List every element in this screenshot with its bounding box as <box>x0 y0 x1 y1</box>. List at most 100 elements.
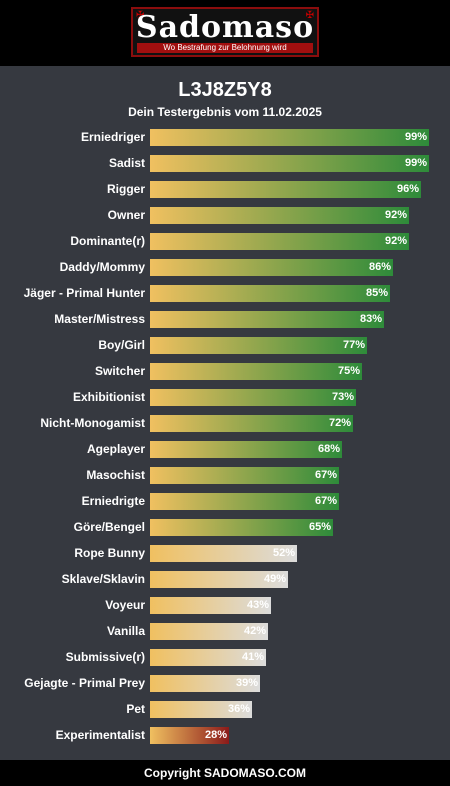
logo-title: Sadomaso <box>135 10 315 45</box>
result-percentage: 42% <box>243 625 266 637</box>
result-row: Owner 92% <box>0 207 450 224</box>
result-percentage: 96% <box>396 183 419 195</box>
result-percentage: 83% <box>359 313 382 325</box>
logo-tagline: Wo Bestrafung zur Belohnung wird <box>137 43 313 53</box>
result-bar: 99% <box>150 155 429 172</box>
result-label: Switcher <box>94 364 145 378</box>
result-label: Experimentalist <box>55 728 145 742</box>
result-bar: 85% <box>150 285 390 302</box>
result-percentage: 99% <box>404 131 427 143</box>
result-percentage: 49% <box>263 573 286 585</box>
result-label: Master/Mistress <box>54 312 145 326</box>
result-row: Erniedriger 99% <box>0 129 450 146</box>
result-bar: 52% <box>150 545 297 562</box>
result-label: Gejagte - Primal Prey <box>24 676 145 690</box>
result-row: Dominante(r) 92% <box>0 233 450 250</box>
result-bar: 96% <box>150 181 421 198</box>
result-row: Vanilla 42% <box>0 623 450 640</box>
result-percentage: 36% <box>227 703 250 715</box>
result-bar: 83% <box>150 311 384 328</box>
result-row: Ageplayer 68% <box>0 441 450 458</box>
result-bar: 49% <box>150 571 288 588</box>
result-row: Exhibitionist 73% <box>0 389 450 406</box>
result-bar: 77% <box>150 337 367 354</box>
result-percentage: 85% <box>365 287 388 299</box>
result-label: Nicht-Monogamist <box>40 416 145 430</box>
result-row: Jäger - Primal Hunter 85% <box>0 285 450 302</box>
result-label: Dominante(r) <box>70 234 145 248</box>
result-row: Submissive(r) 41% <box>0 649 450 666</box>
result-label: Erniedriger <box>80 130 145 144</box>
result-row: Sadist 99% <box>0 155 450 172</box>
result-row: Voyeur 43% <box>0 597 450 614</box>
result-label: Pet <box>126 702 145 716</box>
result-row: Sklave/Sklavin 49% <box>0 571 450 588</box>
site-logo[interactable]: ✠ ✠ Sadomaso Wo Bestrafung zur Belohnung… <box>131 7 319 57</box>
result-label: Jäger - Primal Hunter <box>23 286 145 300</box>
result-percentage: 67% <box>314 495 337 507</box>
result-bar: 39% <box>150 675 260 692</box>
result-bar: 99% <box>150 129 429 146</box>
result-percentage: 86% <box>368 261 391 273</box>
result-bar: 67% <box>150 493 339 510</box>
result-percentage: 52% <box>272 547 295 559</box>
result-bar: 28% <box>150 727 229 744</box>
result-label: Masochist <box>86 468 145 482</box>
result-bar: 92% <box>150 233 409 250</box>
result-date: Dein Testergebnis vom 11.02.2025 <box>128 105 322 119</box>
result-label: Rigger <box>106 182 145 196</box>
result-percentage: 99% <box>404 157 427 169</box>
result-bar: 75% <box>150 363 362 380</box>
footer-copyright: Copyright SADOMASO.COM <box>0 760 450 786</box>
result-bar: 92% <box>150 207 409 224</box>
result-label: Erniedrigte <box>81 494 145 508</box>
result-percentage: 72% <box>328 417 351 429</box>
result-label: Boy/Girl <box>98 338 145 352</box>
result-percentage: 43% <box>246 599 269 611</box>
result-label: Daddy/Mommy <box>59 260 145 274</box>
result-label: Submissive(r) <box>65 650 145 664</box>
result-row: Daddy/Mommy 86% <box>0 259 450 276</box>
result-label: Rope Bunny <box>74 546 145 560</box>
result-bar: 43% <box>150 597 271 614</box>
result-row: Nicht-Monogamist 72% <box>0 415 450 432</box>
result-percentage: 68% <box>317 443 340 455</box>
result-bar: 72% <box>150 415 353 432</box>
result-bar: 67% <box>150 467 339 484</box>
result-row: Gejagte - Primal Prey 39% <box>0 675 450 692</box>
result-row: Erniedrigte 67% <box>0 493 450 510</box>
result-percentage: 41% <box>241 651 264 663</box>
result-bar: 41% <box>150 649 266 666</box>
result-label: Ageplayer <box>86 442 145 456</box>
result-percentage: 65% <box>308 521 331 533</box>
result-label: Vanilla <box>106 624 145 638</box>
result-row: Switcher 75% <box>0 363 450 380</box>
result-row: Rope Bunny 52% <box>0 545 450 562</box>
result-percentage: 92% <box>384 235 407 247</box>
result-row: Master/Mistress 83% <box>0 311 450 328</box>
result-percentage: 77% <box>342 339 365 351</box>
result-label: Voyeur <box>105 598 145 612</box>
result-percentage: 73% <box>331 391 354 403</box>
result-label: Owner <box>107 208 145 222</box>
result-row: Boy/Girl 77% <box>0 337 450 354</box>
result-percentage: 39% <box>235 677 258 689</box>
result-bar: 73% <box>150 389 356 406</box>
result-bar: 42% <box>150 623 268 640</box>
result-label: Exhibitionist <box>73 390 145 404</box>
result-percentage: 67% <box>314 469 337 481</box>
result-bar: 86% <box>150 259 393 276</box>
result-row: Experimentalist 28% <box>0 727 450 744</box>
result-row: Masochist 67% <box>0 467 450 484</box>
result-percentage: 92% <box>384 209 407 221</box>
result-bar: 68% <box>150 441 342 458</box>
header: ✠ ✠ Sadomaso Wo Bestrafung zur Belohnung… <box>0 0 450 66</box>
result-bar: 36% <box>150 701 252 718</box>
result-label: Sklave/Sklavin <box>61 572 145 586</box>
result-percentage: 75% <box>337 365 360 377</box>
ornament-icon: ✠ <box>136 10 145 21</box>
result-percentage: 28% <box>204 729 227 741</box>
ornament-icon: ✠ <box>305 10 314 21</box>
result-row: Rigger 96% <box>0 181 450 198</box>
result-label: Sadist <box>108 156 145 170</box>
